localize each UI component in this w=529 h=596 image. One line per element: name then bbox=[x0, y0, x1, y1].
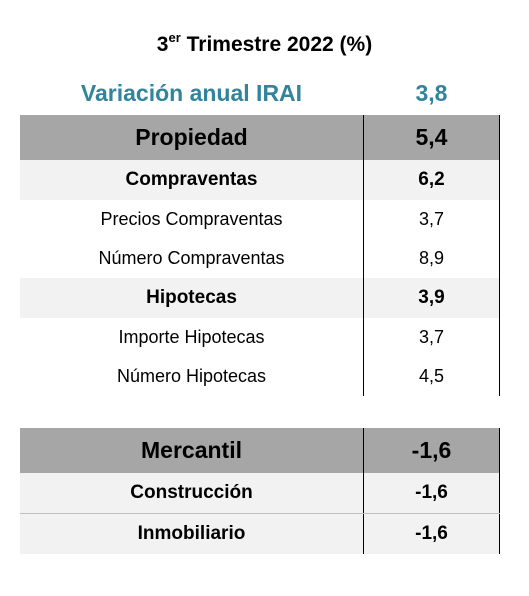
irai-summary-row: Variación anual IRAI 3,8 bbox=[20, 78, 500, 112]
title-quarter-suffix: er bbox=[168, 30, 181, 45]
table-row: Construcción -1,6 bbox=[20, 473, 500, 513]
row-value: 3,7 bbox=[363, 318, 500, 357]
propiedad-label: Propiedad bbox=[135, 124, 248, 150]
row-label: Importe Hipotecas bbox=[118, 327, 265, 347]
row-value: 3,7 bbox=[363, 200, 500, 239]
row-label: Compraventas bbox=[125, 169, 258, 190]
table-row: Hipotecas 3,9 bbox=[20, 278, 500, 318]
row-value: 3,9 bbox=[363, 278, 500, 318]
row-label: Inmobiliario bbox=[137, 523, 246, 544]
row-value: 6,2 bbox=[363, 160, 500, 200]
mercantil-header-row: Mercantil -1,6 bbox=[20, 428, 500, 473]
page-title: 3er Trimestre 2022 (%) bbox=[0, 30, 529, 57]
mercantil-label: Mercantil bbox=[141, 437, 242, 463]
table-row: Importe Hipotecas 3,7 bbox=[20, 318, 500, 357]
title-period: Trimestre 2022 (%) bbox=[180, 33, 373, 56]
propiedad-value: 5,4 bbox=[363, 115, 500, 160]
row-value: 8,9 bbox=[363, 239, 500, 278]
row-label: Hipotecas bbox=[146, 287, 237, 308]
mercantil-table: Mercantil -1,6 Construcción -1,6 Inmobil… bbox=[20, 428, 500, 554]
irai-label: Variación anual IRAI bbox=[80, 80, 303, 106]
propiedad-table: Propiedad 5,4 Compraventas 6,2 Precios C… bbox=[20, 115, 500, 396]
row-label: Número Compraventas bbox=[98, 248, 285, 268]
row-value: 4,5 bbox=[363, 357, 500, 396]
table-row: Inmobiliario -1,6 bbox=[20, 513, 500, 554]
table-row: Número Hipotecas 4,5 bbox=[20, 357, 500, 396]
table-row: Número Compraventas 8,9 bbox=[20, 239, 500, 278]
propiedad-header-row: Propiedad 5,4 bbox=[20, 115, 500, 160]
row-value: -1,6 bbox=[363, 514, 500, 554]
row-label: Construcción bbox=[130, 482, 253, 503]
title-quarter-number: 3 bbox=[156, 33, 169, 56]
table-row: Precios Compraventas 3,7 bbox=[20, 200, 500, 239]
row-value: -1,6 bbox=[363, 473, 500, 513]
irai-value: 3,8 bbox=[415, 80, 448, 106]
row-label: Precios Compraventas bbox=[100, 209, 283, 229]
row-label: Número Hipotecas bbox=[116, 366, 267, 386]
table-row: Compraventas 6,2 bbox=[20, 160, 500, 200]
mercantil-value: -1,6 bbox=[363, 428, 500, 473]
